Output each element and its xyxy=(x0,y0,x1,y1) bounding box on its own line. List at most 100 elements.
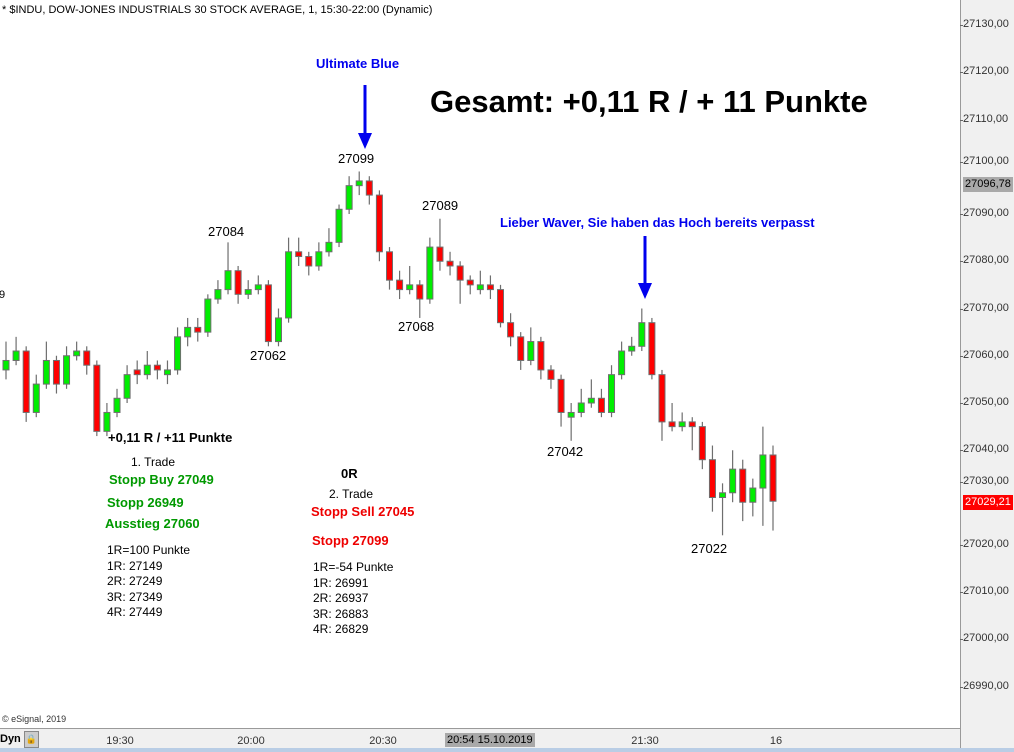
candle-body xyxy=(678,421,686,428)
candle xyxy=(123,365,131,403)
candle-body xyxy=(355,180,363,187)
candle-body xyxy=(133,369,141,376)
candle-body xyxy=(204,298,212,333)
price-label: 27022 xyxy=(691,541,728,556)
trade1-line: 4R: 27449 xyxy=(107,605,163,619)
candle-body xyxy=(497,289,505,324)
candle-body xyxy=(537,341,545,371)
candle-body xyxy=(42,359,50,385)
price-axis[interactable] xyxy=(960,0,1014,748)
candle xyxy=(2,341,10,380)
price-label: 27042 xyxy=(547,444,584,459)
candle xyxy=(244,280,252,300)
candle-body xyxy=(769,454,777,502)
candle xyxy=(507,313,515,347)
candle-body xyxy=(22,350,30,413)
candle xyxy=(274,308,282,347)
candle xyxy=(436,218,444,271)
candle-body xyxy=(466,279,474,286)
candle xyxy=(396,270,404,300)
dyn-label: Dyn xyxy=(0,733,21,745)
candle-body xyxy=(163,369,171,376)
y-tick: 27130,00 xyxy=(960,18,1009,30)
candle-body xyxy=(517,336,525,361)
candle-body xyxy=(153,364,161,371)
trade1-entry: Stopp Buy 27049 xyxy=(109,472,214,487)
candle-body xyxy=(618,350,626,376)
candle-body xyxy=(224,270,232,291)
price-label: 27084 xyxy=(208,224,245,239)
candle xyxy=(365,176,373,205)
candle xyxy=(769,445,777,531)
trade2-line: 4R: 26829 xyxy=(313,622,369,636)
candle xyxy=(708,445,716,512)
candle xyxy=(214,280,222,304)
candle xyxy=(537,336,545,380)
candle xyxy=(749,478,757,517)
candle xyxy=(32,374,40,418)
candle xyxy=(567,403,575,441)
candle xyxy=(486,275,494,300)
candle xyxy=(527,327,535,366)
candle xyxy=(618,341,626,380)
trade2-stop: Stopp 27099 xyxy=(312,533,389,548)
candle-body xyxy=(729,468,737,494)
candle xyxy=(83,346,91,375)
y-tick: 27120,00 xyxy=(960,65,1009,78)
candle xyxy=(285,237,293,323)
candle-body xyxy=(486,284,494,291)
candle xyxy=(52,355,60,394)
candle-body xyxy=(184,326,192,338)
candle xyxy=(305,251,313,276)
trade1-stop: Stopp 26949 xyxy=(107,495,184,510)
candle-body xyxy=(456,265,464,281)
candle-body xyxy=(345,185,353,210)
candle-body xyxy=(648,322,656,376)
candle-body xyxy=(365,180,373,196)
candle xyxy=(355,171,363,196)
trade1-line: 1R: 27149 xyxy=(107,558,163,573)
candle-body xyxy=(476,284,484,291)
candle xyxy=(325,228,333,257)
candle-body xyxy=(708,459,716,499)
candle xyxy=(587,379,595,408)
candle-body xyxy=(32,383,40,413)
y-tick: 27030,00 xyxy=(960,474,1009,487)
candle-body xyxy=(426,246,434,300)
candle xyxy=(476,270,484,295)
candle xyxy=(719,483,727,536)
left-edge-label: 9 xyxy=(0,289,6,301)
y-tick: 27010,00 xyxy=(960,585,1009,597)
trade2-title: 2. Trade xyxy=(329,487,374,501)
candle xyxy=(113,388,121,418)
candle xyxy=(93,360,101,437)
candle-body xyxy=(557,378,565,413)
candle xyxy=(406,265,414,295)
candle-body xyxy=(274,317,282,343)
lock-icon[interactable]: 🔒 xyxy=(24,731,39,748)
candle xyxy=(163,360,171,385)
x-tick: 16 xyxy=(769,735,783,747)
y-tick: 27110,00 xyxy=(959,112,1009,125)
candle xyxy=(224,242,232,295)
candle xyxy=(386,247,393,290)
candle-body xyxy=(63,355,71,385)
y-tick: 27070,00 xyxy=(960,301,1009,314)
candle xyxy=(547,365,555,389)
arrow-ultimate-blue-icon xyxy=(358,85,372,149)
candle xyxy=(729,450,737,503)
candle-body xyxy=(507,322,515,338)
candle xyxy=(345,176,353,214)
candle-body xyxy=(194,326,202,333)
arrow-lieber-waver-icon xyxy=(638,236,652,299)
chart-plot-area[interactable] xyxy=(0,0,960,728)
candle xyxy=(204,294,212,337)
candle xyxy=(426,237,434,304)
candle-body xyxy=(73,350,81,357)
candle-body xyxy=(2,359,10,371)
candle xyxy=(103,403,111,437)
trade1-targets: 1R=100 Punkte 1R: 27149 2R: 27249 3R: 27… xyxy=(107,543,190,621)
trade2-line: 1R: 26991 xyxy=(313,575,369,590)
lieber-waver-label: Lieber Waver, Sie haben das Hoch bereits… xyxy=(500,215,815,230)
candle xyxy=(497,284,505,328)
